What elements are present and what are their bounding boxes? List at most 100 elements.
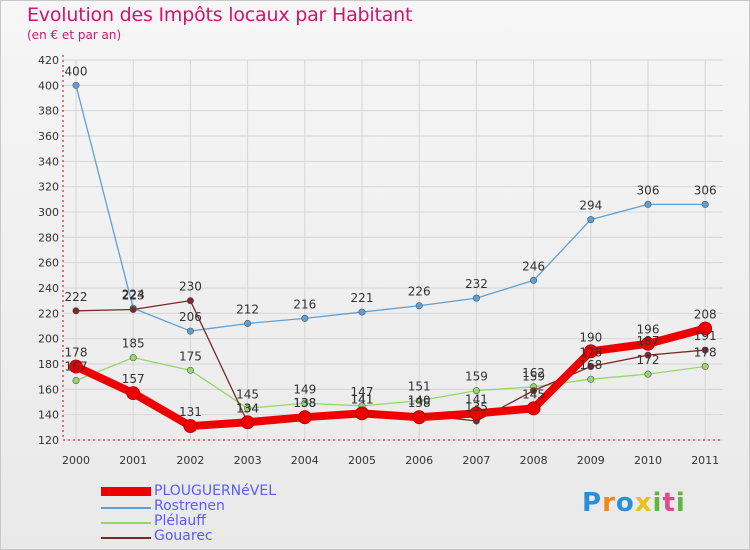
legend-swatch-rostrenen [101, 507, 151, 509]
y-tick-label: 300 [38, 206, 59, 219]
data-point-plouguern-vel [240, 415, 255, 430]
data-point-gouarec [587, 363, 595, 371]
data-label-plouguern-vel: 141 [465, 392, 488, 406]
data-point-rostrenen [358, 308, 366, 316]
data-point-plouguern-vel [641, 336, 655, 351]
data-point-rostrenen [587, 216, 595, 224]
data-point-rostrenen [530, 276, 538, 284]
data-label-gouarec: 191 [694, 329, 717, 343]
legend-label-rostrenen: Rostrenen [154, 498, 225, 514]
data-label-rostrenen: 221 [351, 291, 374, 305]
data-point-pl-lauff [129, 354, 137, 362]
data-label-gouarec: 135 [465, 400, 488, 414]
x-tick-label: 2006 [405, 454, 433, 467]
data-label-pl-lauff: 162 [522, 366, 545, 380]
legend-swatch-plelauff [101, 522, 151, 524]
legend-swatch-plouguernevel [101, 487, 151, 496]
data-label-gouarec: 134 [236, 401, 259, 415]
data-label-rostrenen: 216 [293, 297, 316, 311]
y-tick-label: 120 [38, 434, 59, 447]
data-label-rostrenen: 400 [65, 64, 88, 78]
x-tick-label: 2010 [634, 454, 662, 467]
data-label-pl-lauff: 159 [465, 370, 488, 384]
data-label-gouarec: 230 [179, 280, 202, 294]
data-point-pl-lauff [244, 404, 252, 412]
data-label-rostrenen: 232 [465, 277, 488, 291]
x-tick-label: 2001 [119, 454, 147, 467]
data-label-rostrenen: 212 [236, 302, 259, 316]
data-label-gouarec: 223 [122, 289, 145, 303]
y-tick-label: 320 [38, 181, 59, 194]
data-label-rostrenen: 226 [408, 285, 431, 299]
series-line-plouguern-vel [72, 324, 710, 431]
data-point-pl-lauff [472, 387, 480, 395]
y-tick-label: 240 [38, 282, 59, 295]
data-point-pl-lauff [415, 397, 423, 405]
data-point-rostrenen [244, 319, 252, 327]
data-label-plouguern-vel: 196 [637, 323, 660, 337]
data-point-pl-lauff [72, 376, 80, 384]
data-point-gouarec [701, 346, 709, 354]
y-tick-label: 280 [38, 231, 59, 244]
y-tick-label: 340 [38, 155, 59, 168]
x-tick-label: 2008 [520, 454, 548, 467]
data-point-gouarec [129, 306, 137, 314]
chart-subtitle: (en € et par an) [27, 28, 122, 42]
data-label-pl-lauff: 168 [579, 358, 602, 372]
data-point-gouarec [72, 307, 80, 315]
chart-title: Evolution des Impôts locaux par Habitant [27, 4, 413, 26]
logo-letter: o [615, 488, 635, 518]
data-point-rostrenen [644, 200, 652, 208]
data-label-gouarec: 187 [637, 334, 660, 348]
legend-swatch-gouarec [101, 537, 151, 539]
data-label-pl-lauff: 185 [122, 337, 145, 351]
y-tick-label: 200 [38, 333, 59, 346]
y-tick-label: 360 [38, 130, 59, 143]
y-tick-label: 420 [38, 54, 59, 67]
data-label-rostrenen: 306 [637, 183, 660, 197]
data-label-plouguern-vel: 138 [408, 396, 431, 410]
data-label-pl-lauff: 149 [293, 382, 316, 396]
logo-letter: P [582, 488, 603, 518]
x-tick-label: 2003 [234, 454, 262, 467]
data-point-plouguern-vel [297, 410, 312, 425]
logo-letter: t [662, 488, 676, 518]
data-label-plouguern-vel: 157 [122, 372, 145, 386]
y-tick-label: 400 [38, 79, 59, 92]
logo-letter: i [652, 488, 663, 518]
x-tick-label: 2004 [291, 454, 319, 467]
data-label-pl-lauff: 172 [637, 353, 660, 367]
data-point-pl-lauff [587, 375, 595, 383]
data-point-rostrenen [72, 81, 80, 89]
data-point-pl-lauff [701, 363, 709, 371]
y-tick-label: 220 [38, 307, 59, 320]
y-tick-label: 380 [38, 105, 59, 118]
data-label-rostrenen: 246 [522, 259, 545, 273]
y-tick-label: 180 [38, 358, 59, 371]
data-label-pl-lauff: 151 [408, 380, 431, 394]
data-label-gouarec: 222 [65, 290, 88, 304]
x-tick-label: 2011 [691, 454, 719, 467]
data-point-rostrenen [472, 294, 480, 302]
proxiti-logo: Proxiti [582, 488, 686, 518]
data-point-plouguern-vel [469, 406, 484, 421]
data-label-plouguern-vel: 141 [351, 392, 374, 406]
data-label-pl-lauff: 175 [179, 349, 202, 363]
data-label-rostrenen: 306 [694, 183, 717, 197]
series-line-rostrenen [75, 84, 706, 332]
y-tick-label: 260 [38, 257, 59, 270]
data-label-gouarec: 159 [522, 370, 545, 384]
data-label-pl-lauff: 147 [351, 385, 374, 399]
data-point-rostrenen [301, 314, 309, 322]
data-point-plouguern-vel [698, 321, 713, 336]
x-tick-label: 2000 [62, 454, 90, 467]
legend-label-plouguernevel: PLOUGUERNéVEL [154, 483, 276, 499]
data-label-pl-lauff: 178 [694, 346, 717, 360]
series-line-pl-lauff [75, 357, 706, 409]
data-label-plouguern-vel: 134 [236, 401, 259, 415]
data-point-plouguern-vel [526, 401, 541, 416]
data-point-plouguern-vel [412, 410, 427, 425]
data-point-rostrenen [415, 302, 423, 310]
data-label-gouarec: 140 [408, 394, 431, 408]
logo-letter: i [675, 488, 686, 518]
